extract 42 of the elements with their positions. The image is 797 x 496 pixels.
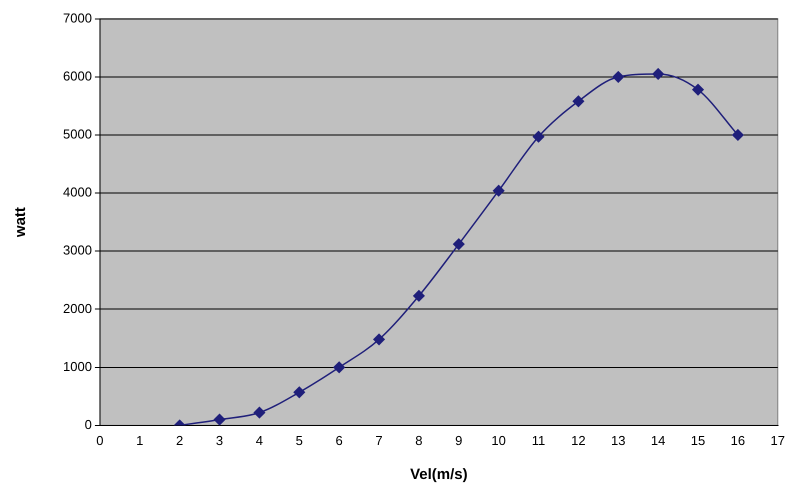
point <box>214 414 226 426</box>
x-tick-label: 11 <box>532 432 546 448</box>
point <box>732 129 744 141</box>
point <box>294 386 306 398</box>
point <box>333 362 345 374</box>
x-tick-label: 7 <box>375 432 383 448</box>
y-tick-label: 7000 <box>63 10 92 26</box>
point <box>652 68 664 80</box>
x-tick-label: 16 <box>730 432 746 448</box>
x-tick-label: 0 <box>96 432 104 448</box>
x-tick-label: 3 <box>216 432 224 448</box>
x-tick-label: 4 <box>256 432 264 448</box>
x-tick-label: 2 <box>176 432 184 448</box>
y-axis-title: watt <box>12 207 30 238</box>
y-tick-label: 0 <box>84 416 92 432</box>
point <box>413 290 425 302</box>
point <box>254 406 266 418</box>
x-tick-label: 12 <box>571 432 586 448</box>
y-tick-label: 3000 <box>63 242 92 258</box>
point <box>373 334 385 346</box>
x-tick-label: 15 <box>690 432 706 448</box>
x-axis-title: Vel(m/s) <box>410 466 468 484</box>
x-tick-label: 8 <box>415 432 423 448</box>
x-tick-label: 1 <box>136 432 144 448</box>
y-tick-label: 6000 <box>63 68 92 84</box>
y-tick-label: 5000 <box>63 126 92 142</box>
point <box>453 238 465 250</box>
y-tick-label: 4000 <box>63 184 92 200</box>
point <box>612 71 624 83</box>
x-tick-label: 14 <box>650 432 666 448</box>
y-tick-label: 1000 <box>63 358 92 374</box>
point <box>492 184 504 196</box>
x-tick-label: 5 <box>296 432 303 448</box>
x-tick-label: 9 <box>455 432 462 448</box>
x-tick-label: 17 <box>770 432 786 448</box>
point <box>692 84 704 96</box>
x-tick-label: 6 <box>336 432 343 448</box>
y-tick-label: 2000 <box>63 300 92 316</box>
point <box>572 96 584 108</box>
point <box>532 130 544 142</box>
x-tick-label: 13 <box>611 432 626 448</box>
x-tick-label: 10 <box>491 432 506 448</box>
